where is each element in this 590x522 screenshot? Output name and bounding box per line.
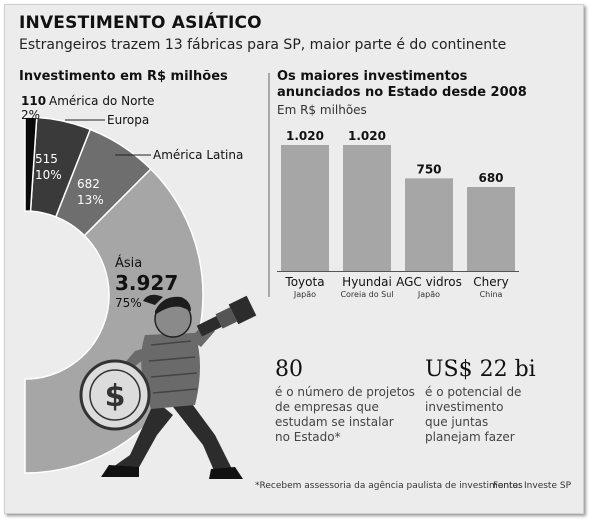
footnote: *Recebem assessoria da agência paulista …: [255, 481, 523, 491]
pie-slice-américa-do-norte: [24, 116, 38, 212]
bar-hyundai: [343, 145, 391, 271]
bar-toyota: [281, 145, 329, 271]
stat-projects-line: de empresas que: [275, 400, 379, 414]
bar-category-label: AGC vidros: [396, 275, 462, 289]
bar-category-label: Hyundai: [342, 275, 392, 289]
infographic-frame: INVESTIMENTO ASIÁTICO Estrangeiros traze…: [4, 4, 584, 514]
page-subtitle: Estrangeiros trazem 13 fábricas para SP,…: [19, 37, 507, 53]
bar-value-label: 1.020: [286, 129, 324, 143]
stat-investment-line: é o potencial de: [425, 385, 522, 399]
stat-investment-line: investimento: [425, 400, 504, 414]
bar-value-label: 680: [478, 171, 503, 185]
stat-projects-line: é o número de projetos: [275, 385, 415, 399]
bar-chart-title-line-2: anunciados no Estado desde 2008: [277, 85, 527, 100]
pie-label-value: 110: [21, 94, 46, 108]
svg-text:$: $: [105, 379, 126, 414]
bar-chart-unit: Em R$ milhões: [277, 103, 367, 117]
pie-label-percent: 75%: [115, 296, 142, 310]
page-title: INVESTIMENTO ASIÁTICO: [19, 13, 262, 33]
stat-projects-line: estudam se instalar: [275, 415, 394, 429]
bar-value-label: 750: [416, 162, 441, 176]
pie-hole: [5, 212, 108, 378]
pie-label-percent: 2%: [21, 108, 40, 122]
pie-label-percent: 13%: [77, 193, 104, 207]
bar-chart-title: Os maiores investimentos anunciados no E…: [277, 69, 527, 101]
bar-chart-title-line-1: Os maiores investimentos: [277, 69, 468, 84]
pie-label-name: Ásia: [115, 255, 142, 271]
pie-label-name: América Latina: [153, 148, 243, 162]
bar-chery: [467, 187, 515, 271]
stat-investment-line: planejam fazer: [425, 430, 515, 444]
bar-country-label: Japão: [293, 290, 316, 299]
bar-value-label: 1.020: [348, 129, 386, 143]
bar-category-label: Chery: [473, 275, 508, 289]
stat-projects-number: 80: [275, 357, 303, 382]
bar-agc-vidros: [405, 178, 453, 271]
pie-label-percent: 10%: [35, 168, 62, 182]
pie-label-value: 682: [77, 177, 100, 191]
stat-projects-text: é o número de projetos de empresas que e…: [275, 385, 415, 445]
stat-projects-line: no Estado*: [275, 430, 341, 444]
bar-country-label: China: [480, 290, 503, 299]
source: Fonte: Investe SP: [493, 481, 572, 491]
bar-country-label: Japão: [417, 290, 440, 299]
pie-chart-title: Investimento em R$ milhões: [19, 69, 228, 84]
pie-label-value: 515: [35, 152, 58, 166]
bar-category-label: Toyota: [284, 275, 324, 289]
pie-label-name: Europa: [107, 113, 149, 127]
telescope-man-illustration: $: [79, 294, 257, 479]
bar-country-label: Coreia do Sul: [340, 290, 393, 299]
stat-investment-text: é o potencial de investimento que juntas…: [425, 385, 521, 445]
divider: [268, 73, 270, 297]
stat-investment-number: US$ 22 bi: [425, 357, 536, 382]
pie-label-value: 3.927: [115, 271, 178, 295]
pie-label-name: América do Norte: [49, 94, 154, 108]
stat-investment-line: que juntas: [425, 415, 489, 429]
